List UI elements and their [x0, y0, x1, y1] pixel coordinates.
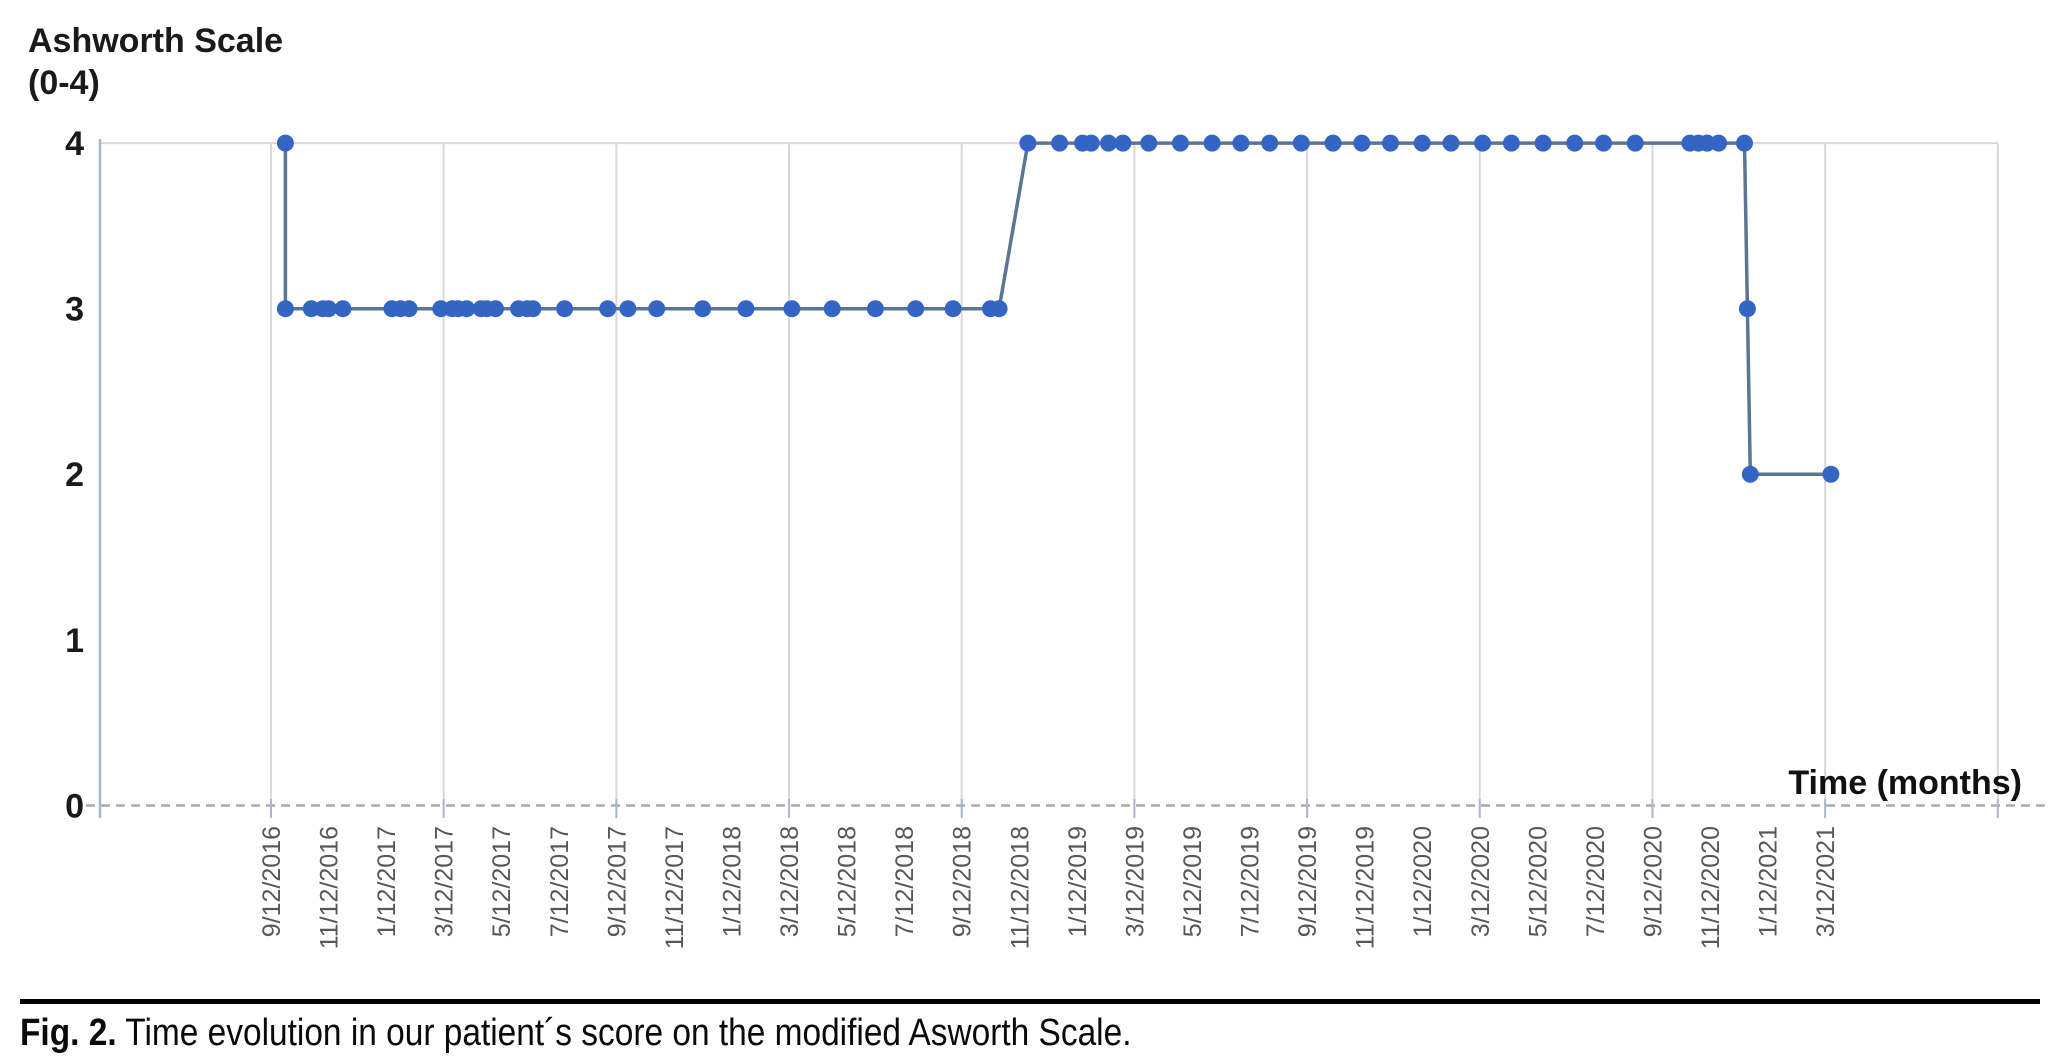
svg-text:9/12/2018: 9/12/2018	[949, 826, 977, 937]
y-tick-labels: 4 3 2 1 0	[65, 125, 84, 825]
svg-text:9/12/2020: 9/12/2020	[1639, 826, 1667, 937]
svg-text:0: 0	[65, 787, 84, 825]
svg-text:11/12/2017: 11/12/2017	[661, 826, 689, 949]
svg-text:1/12/2020: 1/12/2020	[1409, 826, 1437, 937]
caption-text: Time evolution in our patient´s score on…	[116, 1012, 1132, 1054]
axes	[86, 139, 2046, 818]
y-axis-title: Ashworth Scale (0-4)	[28, 20, 283, 104]
svg-text:7/12/2017: 7/12/2017	[546, 826, 574, 937]
svg-text:1/12/2017: 1/12/2017	[373, 826, 401, 937]
svg-text:11/12/2019: 11/12/2019	[1352, 826, 1380, 949]
svg-text:4: 4	[65, 125, 84, 163]
svg-text:1/12/2021: 1/12/2021	[1755, 826, 1783, 937]
x-axis-title: Time (months)	[1788, 764, 2022, 802]
svg-text:1/12/2019: 1/12/2019	[1064, 826, 1092, 937]
svg-text:7/12/2019: 7/12/2019	[1237, 826, 1265, 937]
svg-text:5/12/2017: 5/12/2017	[488, 826, 516, 937]
svg-text:9/12/2017: 9/12/2017	[603, 826, 631, 937]
y-axis-title-line1: Ashworth Scale	[28, 22, 284, 60]
gridlines	[100, 142, 1999, 806]
svg-text:3/12/2020: 3/12/2020	[1467, 826, 1495, 937]
svg-text:1: 1	[65, 622, 84, 660]
svg-text:7/12/2020: 7/12/2020	[1582, 826, 1610, 937]
svg-text:5/12/2018: 5/12/2018	[834, 826, 862, 937]
svg-text:11/12/2020: 11/12/2020	[1697, 826, 1725, 949]
svg-text:1/12/2018: 1/12/2018	[718, 826, 746, 937]
data-point-markers	[276, 134, 1840, 483]
svg-text:7/12/2018: 7/12/2018	[891, 826, 919, 937]
caption-divider	[20, 999, 2040, 1004]
svg-text:2: 2	[65, 456, 84, 494]
svg-text:3/12/2017: 3/12/2017	[431, 826, 459, 937]
figure-caption: Fig. 2. Time evolution in our patient´s …	[20, 1012, 1132, 1055]
caption-figure-number: Fig. 2.	[20, 1012, 117, 1054]
x-tick-labels: 9/12/2016 11/12/2016 1/12/2017 3/12/2017 5/1…	[258, 826, 1840, 949]
svg-text:3/12/2021: 3/12/2021	[1812, 826, 1840, 937]
svg-text:5/12/2020: 5/12/2020	[1524, 826, 1552, 937]
svg-text:3/12/2018: 3/12/2018	[776, 826, 804, 937]
svg-text:11/12/2016: 11/12/2016	[316, 826, 344, 949]
svg-text:9/12/2016: 9/12/2016	[258, 826, 286, 937]
svg-text:9/12/2019: 9/12/2019	[1294, 826, 1322, 937]
svg-text:3/12/2019: 3/12/2019	[1121, 826, 1149, 937]
svg-text:11/12/2018: 11/12/2018	[1006, 826, 1034, 949]
y-axis-title-line2: (0-4)	[28, 64, 100, 102]
svg-text:5/12/2019: 5/12/2019	[1179, 826, 1207, 937]
svg-text:3: 3	[65, 291, 84, 329]
